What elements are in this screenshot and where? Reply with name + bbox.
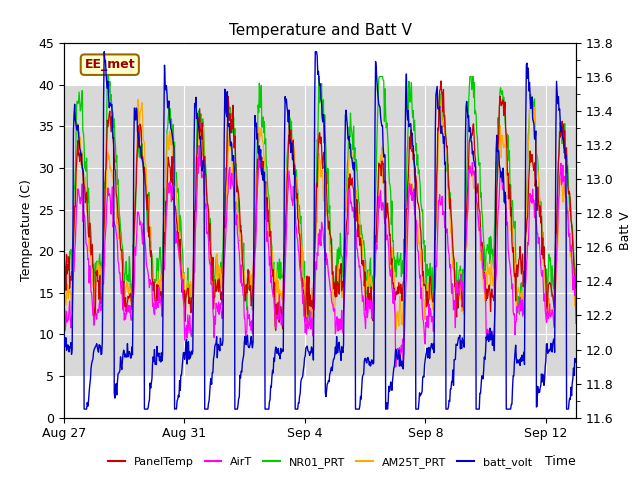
- Title: Temperature and Batt V: Temperature and Batt V: [228, 23, 412, 38]
- Bar: [64, 85, 576, 376]
- Text: EE_met: EE_met: [84, 58, 135, 71]
- Text: Time: Time: [545, 455, 576, 468]
- Legend: PanelTemp, AirT, NR01_PRT, AM25T_PRT, batt_volt: PanelTemp, AirT, NR01_PRT, AM25T_PRT, ba…: [104, 452, 536, 472]
- Y-axis label: Batt V: Batt V: [619, 211, 632, 250]
- Y-axis label: Temperature (C): Temperature (C): [20, 180, 33, 281]
